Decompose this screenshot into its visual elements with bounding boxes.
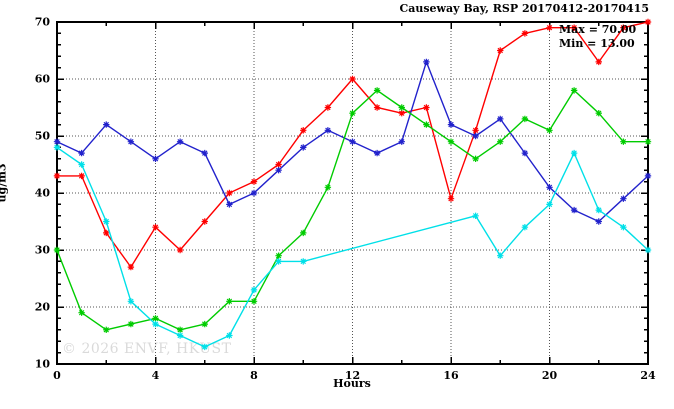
- markers-series-blue: [53, 58, 652, 225]
- y-tick-label: 40: [34, 186, 50, 200]
- markers-series-red: [53, 18, 652, 271]
- y-tick-label: 30: [34, 243, 50, 257]
- min-annotation: Min = 13.00: [559, 37, 635, 50]
- chart-title: Causeway Bay, RSP 20170412-20170415: [399, 2, 649, 15]
- y-tick-label: 60: [34, 72, 50, 86]
- x-tick-label: 12: [344, 369, 361, 382]
- x-tick-label: 8: [250, 369, 258, 382]
- max-annotation: Max = 70.00: [559, 23, 637, 36]
- x-tick-label: 4: [151, 369, 160, 382]
- x-tick-label: 24: [640, 369, 656, 382]
- y-tick-label: 10: [34, 357, 50, 371]
- markers-series-green: [53, 87, 652, 333]
- y-tick-label: 50: [34, 129, 50, 143]
- chart-line-series-green: [56, 89, 648, 331]
- axis-ticks: [56, 21, 649, 365]
- x-axis-label: Hours: [333, 377, 371, 390]
- x-tick-label: 16: [443, 369, 459, 382]
- x-tick-label: 0: [53, 369, 61, 382]
- y-tick-label: 70: [34, 15, 50, 29]
- y-tick-label: 20: [34, 300, 50, 314]
- watermark: © 2026 ENVF, HKUST: [62, 341, 232, 357]
- x-tick-label: 20: [541, 369, 558, 382]
- markers-series-cyan: [53, 144, 652, 351]
